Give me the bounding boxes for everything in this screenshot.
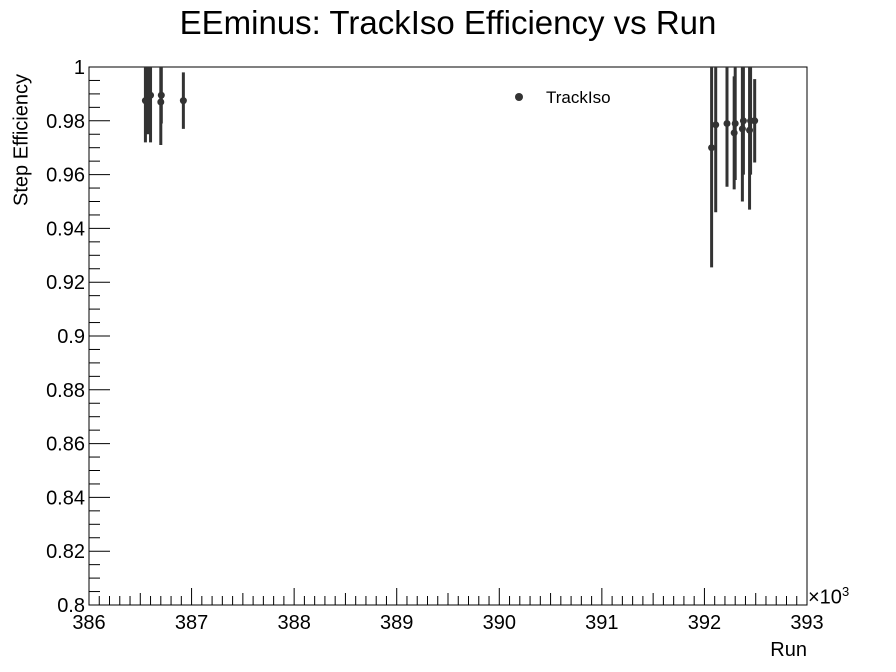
data-points: [141, 67, 759, 268]
legend-marker: [515, 93, 523, 101]
y-tick-label: 0.9: [57, 326, 85, 348]
y-axis-ticks: 0.8 0.82 0.84 0.86 0.88 0.9 0.92 0.94 0.96 0.98 1: [46, 57, 110, 617]
data-point: [179, 97, 187, 105]
data-point: [739, 117, 747, 125]
data-point: [731, 119, 739, 127]
y-tick-label: 0.82: [46, 541, 85, 563]
data-point: [147, 91, 155, 99]
x-axis-exponent: ×103: [808, 584, 849, 610]
data-point: [157, 91, 165, 99]
x-tick-label: 390: [483, 612, 516, 634]
legend: TrackIso: [515, 88, 611, 107]
y-tick-label: 0.84: [46, 487, 85, 509]
chart-title: EEminus: TrackIso Efficiency vs Run: [179, 4, 717, 41]
data-point: [723, 119, 731, 127]
legend-entry-trackiso: TrackIso: [546, 88, 611, 107]
y-tick-label: 0.98: [46, 111, 85, 133]
y-tick-label: 0.8: [57, 595, 85, 617]
x-tick-label: 393: [790, 612, 823, 634]
y-tick-label: 0.92: [46, 272, 85, 294]
plot-frame: [88, 66, 808, 606]
y-tick-label: 0.86: [46, 434, 85, 456]
x-exponent-base: ×10: [808, 586, 842, 609]
x-axis-label: Run: [770, 639, 807, 661]
x-tick-label: 392: [688, 612, 721, 634]
x-tick-label: 389: [380, 612, 413, 634]
y-tick-label: 0.88: [46, 380, 85, 402]
x-tick-label: 388: [277, 612, 310, 634]
data-point: [708, 144, 716, 152]
x-tick-label: 386: [72, 612, 105, 634]
x-exponent-power: 3: [841, 584, 850, 599]
y-tick-label: 0.96: [46, 165, 85, 187]
x-axis-ticks: 386 387 388 389 390 391 392 393: [72, 588, 824, 634]
x-tick-label: 391: [585, 612, 618, 634]
y-tick-label: 1: [74, 57, 85, 79]
data-point: [712, 121, 720, 129]
x-tick-label: 387: [175, 612, 208, 634]
data-point: [751, 117, 759, 125]
y-tick-label: 0.94: [46, 218, 85, 240]
